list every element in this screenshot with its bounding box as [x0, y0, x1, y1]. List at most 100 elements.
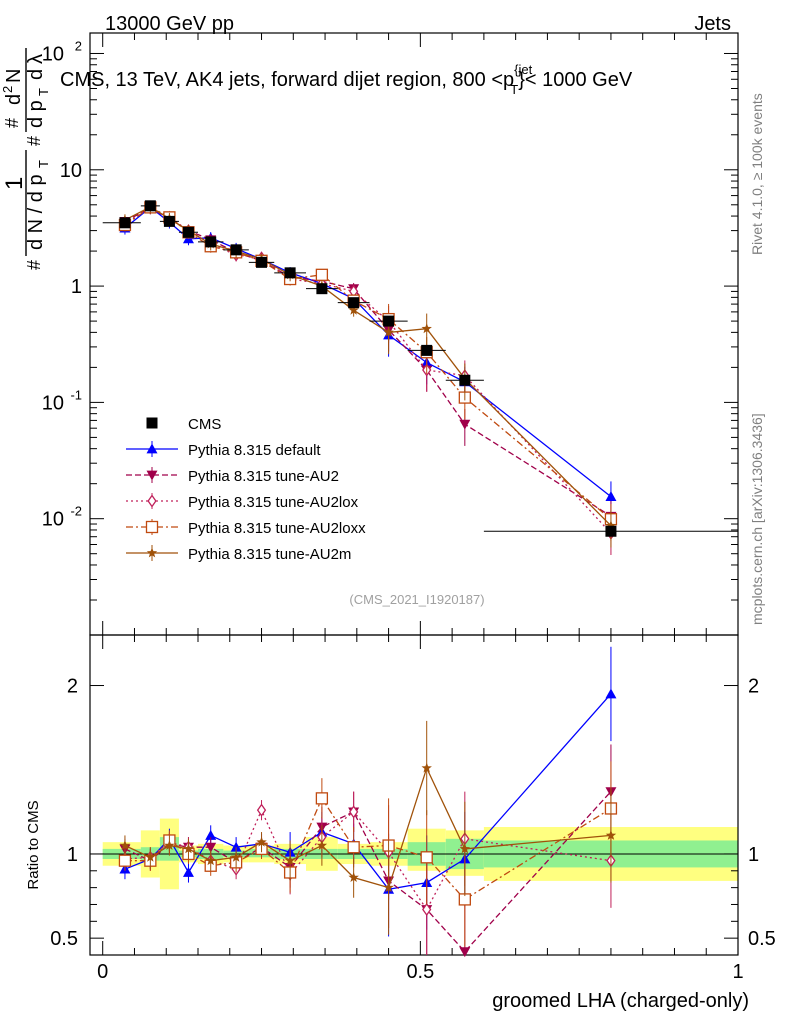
svg-text:#: #: [2, 118, 22, 128]
legend-label: Pythia 8.315 tune-AU2lox: [188, 494, 359, 511]
ratio-point: [349, 805, 359, 819]
legend-label: CMS: [188, 416, 221, 433]
main-y-tick-exponent: -1: [70, 387, 82, 402]
cms-point: [163, 215, 175, 227]
main-y-tick-exponent: 2: [75, 38, 82, 53]
svg-text:#: #: [24, 136, 44, 146]
svg-text:N: N: [3, 69, 25, 83]
ratio-y-tick-label-right: 0.5: [748, 928, 776, 950]
cms-point: [144, 200, 156, 212]
cms-point: [230, 244, 242, 256]
data-point: [315, 268, 329, 281]
main-y-tick-label: 10: [42, 43, 64, 65]
x-tick-label: 0.5: [406, 961, 434, 983]
main-y-tick-label: 10: [42, 392, 64, 414]
ratio-point: [284, 855, 296, 866]
ratio-point: [605, 688, 617, 699]
legend-label: Pythia 8.315 tune-AU2loxx: [188, 520, 366, 537]
ratio-point: [182, 866, 194, 877]
ratio-point: [347, 841, 360, 854]
cms-point: [205, 236, 217, 248]
series-pythia-8-315-tune-au2: [119, 202, 617, 538]
legend-marker: [145, 520, 159, 534]
main-frame: [89, 32, 739, 636]
ratio-y-tick-label: 2: [67, 676, 78, 698]
legend-marker: [146, 547, 158, 558]
cms-point: [421, 344, 433, 356]
legend-label: Pythia 8.315 tune-AU2: [188, 468, 339, 485]
legend-entry: Pythia 8.315 tune-AU2m: [126, 545, 351, 563]
ratio-point: [256, 803, 267, 817]
legend: CMS Pythia 8.315 default Pythia 8.315 tune…: [126, 416, 366, 563]
legend-entry: Pythia 8.315 tune-AU2loxx: [126, 519, 366, 537]
ratio-point: [119, 840, 131, 850]
series-pythia-8-315-tune-au2loxx: [118, 201, 618, 541]
ratio-point: [256, 836, 267, 847]
data-point: [383, 326, 394, 337]
ratio-y-tick-label-right: 2: [748, 676, 759, 698]
main-y-tick-label: 10: [42, 509, 64, 531]
ratio-series-pythia-8-315-default: [119, 646, 617, 937]
ratio-y-tick-label: 1: [67, 844, 78, 866]
legend-label: Pythia 8.315 tune-AU2m: [188, 546, 351, 563]
cms-point: [182, 226, 194, 238]
analysis-id: (CMS_2021_I1920187): [349, 592, 484, 607]
ratio-point: [422, 902, 432, 917]
main-y-axis-label: # d N / d p T 1 # d p T d λ # d 2 N: [0, 48, 51, 270]
cms-point: [316, 283, 328, 295]
svg-text:d N / d p: d N / d p: [25, 174, 47, 250]
series-cms: [102, 200, 738, 537]
x-tick-label: 1: [732, 961, 743, 983]
ratio-point: [420, 851, 433, 864]
svg-text:d: d: [25, 69, 47, 80]
cms-point: [119, 217, 131, 229]
ratio-point: [145, 851, 156, 862]
ratio-point: [459, 947, 471, 958]
ratio-point: [315, 792, 329, 805]
legend-entry: Pythia 8.315 tune-AU2lox: [126, 493, 359, 511]
data-point: [605, 520, 617, 531]
legend-entry: CMS: [146, 416, 221, 433]
ratio-point: [421, 762, 432, 773]
data-point: [348, 304, 359, 315]
svg-text:d: d: [3, 94, 25, 105]
ratio-point: [348, 872, 359, 882]
ratio-line: [124, 808, 611, 911]
legend-marker: [146, 417, 158, 429]
svg-text:2: 2: [0, 86, 15, 93]
legend-marker: [146, 470, 158, 481]
cms-point: [256, 256, 268, 268]
legend-marker: [146, 443, 158, 454]
ratio-point: [230, 851, 242, 862]
cms-point: [348, 297, 360, 309]
header-left: 13000 GeV pp: [105, 13, 234, 35]
ratio-frame: [89, 634, 739, 956]
ratio-point: [205, 829, 217, 840]
legend-label: Pythia 8.315 default: [188, 442, 321, 459]
cms-point: [459, 374, 471, 386]
mcplots-label: mcplots.cern.ch [arXiv:1306.3436]: [749, 413, 765, 625]
ratio-point: [164, 840, 175, 850]
ratio-point: [459, 843, 471, 854]
legend-entry: Pythia 8.315 default: [126, 441, 321, 459]
ratio-point: [118, 854, 132, 867]
legend-marker: [147, 494, 157, 508]
ratio-point: [316, 840, 328, 850]
ratio-y-axis-label: Ratio to CMS: [25, 800, 42, 889]
svg-text:d p: d p: [25, 100, 47, 128]
main-y-tick-label: 10: [60, 160, 82, 182]
ratio-line: [124, 797, 612, 901]
svg-text:T: T: [36, 160, 51, 168]
svg-text:λ: λ: [25, 54, 47, 64]
cms-point: [383, 315, 395, 327]
ratio-y-tick-label: 0.5: [50, 928, 78, 950]
header-right: Jets: [694, 13, 731, 35]
data-point: [421, 323, 432, 334]
ratio-line: [124, 766, 611, 889]
ratio-point: [383, 882, 394, 893]
data-point: [605, 491, 617, 501]
x-tick-label: 0: [97, 961, 108, 983]
rivet-label: Rivet 4.1.0, ≥ 100k events: [749, 93, 765, 255]
main-title: CMS, 13 TeV, AK4 jets, forward dijet reg…: [60, 62, 633, 97]
